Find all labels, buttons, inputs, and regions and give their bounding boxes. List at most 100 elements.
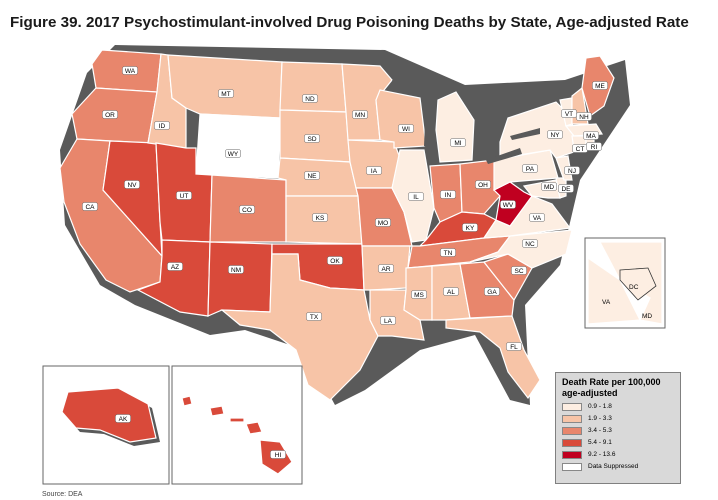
svg-text:TN: TN [444,250,453,257]
legend-swatch [562,414,582,423]
state-label-NV: NV [124,180,140,189]
state-label-NM: NM [228,265,244,274]
state-label-ID: ID [154,121,170,130]
state-label-KS: KS [312,213,328,222]
legend-label: Data Suppressed [588,463,639,470]
svg-text:MO: MO [378,220,388,227]
svg-text:AZ: AZ [171,264,179,271]
hawaii-inset [171,365,303,485]
hawaii-island-maui[interactable] [245,421,263,435]
svg-text:OR: OR [105,112,115,119]
svg-text:IL: IL [413,194,419,201]
legend-swatch [562,426,582,435]
state-label-ME: ME [592,81,608,90]
svg-text:IA: IA [371,168,378,175]
state-label-NY: NY [547,130,563,139]
state-label-GA: GA [484,287,500,296]
state-label-IL: IL [408,192,424,201]
state-label-MS: MS [411,290,427,299]
state-label-SD: SD [304,134,320,143]
svg-text:MA: MA [586,133,596,140]
legend-label: 9.2 - 13.6 [588,451,616,458]
legend-title: Death Rate per 100,000 age-adjusted [562,377,674,399]
legend-title-line2: age-adjusted [562,388,618,398]
svg-text:NV: NV [127,182,137,189]
svg-text:KS: KS [316,215,325,222]
svg-text:KY: KY [466,225,475,232]
inset-dc-label: DC [629,284,639,291]
state-label-MI: MI [450,138,466,147]
state-IA[interactable] [347,139,401,189]
state-label-AK: AK [115,414,131,423]
svg-text:CT: CT [576,146,585,153]
state-WI[interactable] [375,89,427,149]
state-label-RI: RI [586,142,602,151]
state-label-CO: CO [239,205,255,214]
state-label-OH: OH [475,180,491,189]
legend-swatch [562,450,582,459]
svg-text:MI: MI [454,140,461,147]
hawaii-island-oahu[interactable] [209,405,225,417]
svg-text:ID: ID [159,123,166,130]
state-label-AL: AL [443,287,459,296]
state-label-MO: MO [375,218,391,227]
state-label-MT: MT [218,89,234,98]
svg-text:LA: LA [384,318,393,325]
legend-label: 5.4 - 9.1 [588,439,612,446]
svg-text:UT: UT [180,193,189,200]
state-label-CT: CT [572,144,588,153]
state-label-TX: TX [306,312,322,321]
svg-text:MT: MT [221,91,230,98]
state-label-WA: WA [122,66,138,75]
state-label-OK: OK [327,256,343,265]
svg-text:NM: NM [231,267,241,274]
legend-item: Data Suppressed [562,462,674,471]
state-label-NH: NH [576,112,592,121]
svg-text:NY: NY [550,132,560,139]
legend-item: 0.9 - 1.8 [562,402,674,411]
svg-text:NJ: NJ [568,168,576,175]
svg-text:NH: NH [579,114,589,121]
hawaii-island-kauai[interactable] [181,395,193,407]
alaska-inset [42,365,170,485]
state-label-LA: LA [380,316,396,325]
svg-text:IN: IN [445,192,452,199]
state-label-CA: CA [82,202,98,211]
svg-text:AR: AR [381,266,390,273]
state-label-NE: NE [304,171,320,180]
state-label-SC: SC [511,266,527,275]
svg-text:WI: WI [402,126,410,133]
legend-label: 3.4 - 5.3 [588,427,612,434]
svg-text:CO: CO [242,207,252,214]
state-label-ND: ND [302,94,318,103]
svg-text:MS: MS [414,292,424,299]
inset-dc-region [619,267,657,301]
source-note: Source: DEA [42,491,83,498]
state-AK[interactable] [61,387,157,443]
svg-text:RI: RI [591,144,598,151]
svg-text:ME: ME [595,83,605,90]
svg-text:ND: ND [305,96,315,103]
svg-text:WA: WA [125,68,136,75]
svg-text:PA: PA [526,166,535,173]
legend-label: 0.9 - 1.8 [588,403,612,410]
state-ND[interactable] [279,61,347,113]
state-label-AR: AR [378,264,394,273]
state-FL[interactable] [445,315,541,400]
svg-text:VA: VA [533,215,542,222]
state-NM[interactable] [207,241,273,317]
great-lakes [392,80,540,164]
state-TX[interactable] [220,253,379,401]
state-label-VA: VA [529,213,545,222]
svg-text:FL: FL [510,344,518,351]
legend-item: 1.9 - 3.3 [562,414,674,423]
svg-text:HI: HI [275,452,282,459]
state-WY[interactable] [195,113,281,179]
state-label-MA: MA [583,131,599,140]
state-label-IA: IA [366,166,382,175]
svg-text:OH: OH [478,182,488,189]
hawaii-island-molokai[interactable] [229,417,245,423]
svg-text:NE: NE [307,173,317,180]
legend-swatch [562,462,582,471]
svg-text:SC: SC [514,268,523,275]
